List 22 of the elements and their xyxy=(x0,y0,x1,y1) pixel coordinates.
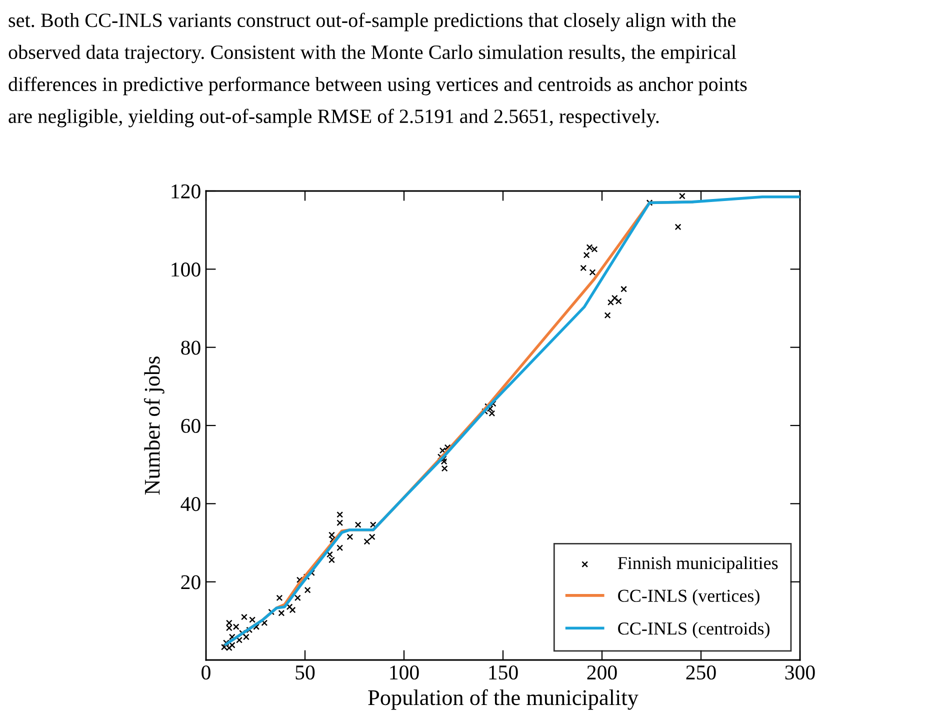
x-tick-label: 150 xyxy=(489,665,518,680)
text: differences in predictive performance between using vertices and centroids as anchor points xyxy=(8,76,747,96)
x-tick-label: 100 xyxy=(390,665,419,680)
legend-label: Finnish municipalities xyxy=(618,556,778,573)
legend-label: CC-INLS (vertices) xyxy=(618,589,760,606)
text: are negligible, yielding out-of-sample RMSE of 2.5191 and 2.5651, respectively. xyxy=(8,108,659,128)
x-tick-label: 250 xyxy=(686,665,716,680)
y-tick-label: 100 xyxy=(172,262,200,277)
x-tick-label: 0 xyxy=(202,665,210,680)
y-axis-title: Number of jobs xyxy=(144,356,164,495)
y-tick-label: 20 xyxy=(181,575,200,590)
y-tick-label: 60 xyxy=(181,418,200,433)
legend-label: CC-INLS (centroids) xyxy=(618,622,770,638)
y-tick-label: 120 xyxy=(172,184,200,198)
x-tick-label: 200 xyxy=(587,665,617,680)
text: observed data trajectory. Consistent with the Monte Carlo simulation results, the empirical xyxy=(8,44,736,64)
x-tick-label: 300 xyxy=(785,665,815,680)
x-axis-title: Population of the municipality xyxy=(368,689,638,710)
x-tick-label: 50 xyxy=(296,665,315,680)
y-tick-label: 40 xyxy=(180,497,200,512)
text: set. Both CC-INLS variants construct out-of-sample predictions that closely align with the xyxy=(8,12,736,32)
y-tick-label: 80 xyxy=(181,340,200,355)
